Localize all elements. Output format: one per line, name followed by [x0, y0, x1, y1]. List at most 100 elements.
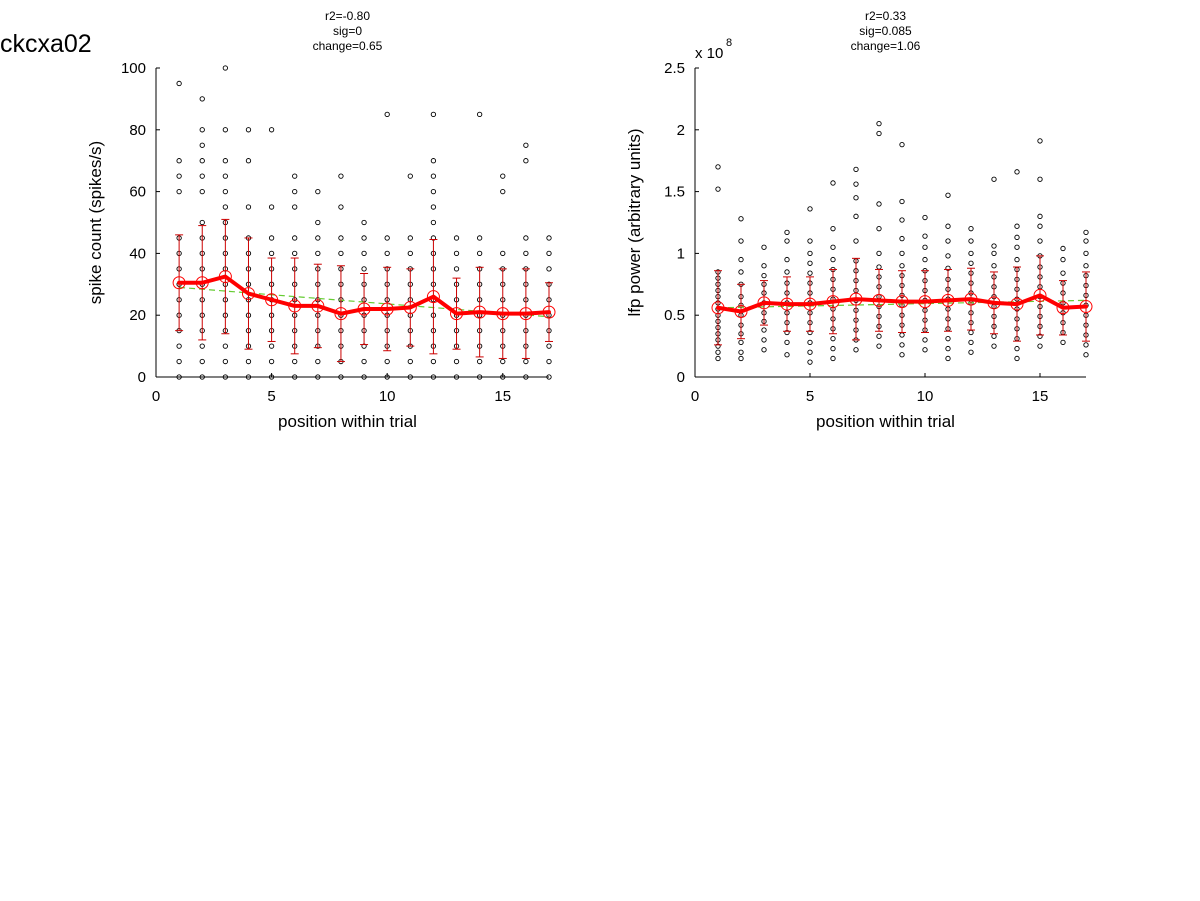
- data-point: [315, 235, 321, 241]
- data-point: [968, 238, 974, 244]
- data-point: [830, 336, 836, 342]
- data-point: [338, 235, 344, 241]
- y-axis-label: lfp power (arbitrary units): [625, 128, 644, 316]
- data-point: [523, 250, 529, 257]
- data-point: [968, 339, 974, 346]
- mean-marker: [895, 295, 909, 309]
- data-point: [945, 192, 951, 198]
- data-point: [968, 329, 974, 336]
- data-point: [222, 188, 229, 195]
- data-point: [738, 238, 744, 244]
- data-point: [268, 235, 275, 241]
- data-point: [876, 120, 882, 127]
- y-tick-label: 20: [129, 307, 146, 324]
- data-point: [361, 374, 367, 380]
- mean-marker: [473, 305, 487, 319]
- data-point: [876, 250, 882, 257]
- data-point: [176, 80, 182, 87]
- data-point: [1037, 176, 1043, 182]
- x-tick-label: 15: [1032, 388, 1049, 405]
- data-point: [176, 374, 182, 380]
- data-point: [945, 355, 951, 362]
- data-point: [245, 127, 252, 133]
- data-point: [199, 158, 205, 164]
- data-point: [500, 188, 506, 195]
- data-point: [453, 374, 460, 380]
- data-point: [1083, 263, 1089, 269]
- y-exponent-label: x 10: [695, 45, 723, 62]
- data-point: [738, 355, 744, 362]
- x-axis-label: position within trial: [278, 412, 417, 431]
- data-point: [945, 336, 951, 342]
- data-point: [784, 339, 790, 346]
- mean-marker: [519, 307, 533, 321]
- data-point: [523, 374, 529, 380]
- data-point: [453, 266, 460, 272]
- data-point: [784, 352, 790, 358]
- mean-marker: [826, 295, 840, 309]
- data-point: [1037, 238, 1043, 244]
- data-point: [922, 244, 928, 250]
- data-point: [268, 250, 275, 257]
- data-point: [199, 188, 205, 195]
- mean-marker: [172, 276, 186, 290]
- data-point: [761, 337, 767, 343]
- mean-marker: [380, 302, 394, 316]
- data-point: [922, 233, 928, 239]
- data-point: [922, 347, 928, 353]
- data-point: [991, 263, 997, 269]
- mean-marker: [334, 307, 348, 321]
- mean-marker: [496, 307, 510, 321]
- mean-marker: [403, 300, 417, 314]
- data-point: [853, 195, 859, 201]
- mean-marker: [734, 304, 748, 318]
- data-point: [430, 188, 437, 195]
- mean-marker: [987, 296, 1001, 310]
- x-tick-label: 5: [267, 388, 275, 405]
- x-tick-label: 15: [494, 388, 511, 405]
- data-point: [991, 250, 997, 257]
- data-point: [715, 186, 721, 192]
- data-point: [453, 250, 460, 257]
- y-tick-label: 0: [677, 369, 685, 386]
- data-point: [807, 339, 813, 346]
- data-point: [784, 269, 790, 275]
- mean-line: [716, 293, 1088, 314]
- x-tick-label: 10: [917, 388, 934, 405]
- data-point: [407, 235, 413, 241]
- data-point: [430, 204, 437, 210]
- data-point: [830, 355, 836, 362]
- data-point: [476, 111, 483, 118]
- data-point: [500, 358, 506, 365]
- data-point: [292, 358, 298, 365]
- mean-marker: [426, 290, 440, 304]
- data-point: [922, 337, 928, 343]
- y-tick-label: 0: [138, 369, 146, 386]
- chart-title-line: change=0.65: [313, 39, 383, 53]
- data-point: [853, 347, 859, 353]
- data-point: [245, 204, 252, 210]
- data-point: [968, 260, 974, 266]
- data-point: [222, 343, 229, 349]
- mean-marker: [757, 296, 771, 310]
- data-point: [430, 374, 437, 380]
- data-point: [453, 358, 460, 365]
- data-point: [876, 264, 882, 270]
- data-point: [430, 219, 437, 226]
- data-point: [407, 250, 413, 257]
- data-point: [500, 374, 506, 380]
- data-point: [199, 96, 205, 102]
- mean-marker: [803, 297, 817, 311]
- data-point: [968, 226, 974, 232]
- chart-title-line: r2=-0.80: [325, 9, 370, 23]
- data-point: [968, 250, 974, 257]
- data-point: [222, 173, 229, 179]
- data-point: [384, 235, 390, 241]
- data-point: [338, 204, 344, 210]
- data-point: [761, 327, 767, 333]
- data-point: [523, 158, 529, 164]
- mean-marker: [265, 293, 279, 307]
- data-point: [1014, 223, 1020, 229]
- data-point: [761, 347, 767, 353]
